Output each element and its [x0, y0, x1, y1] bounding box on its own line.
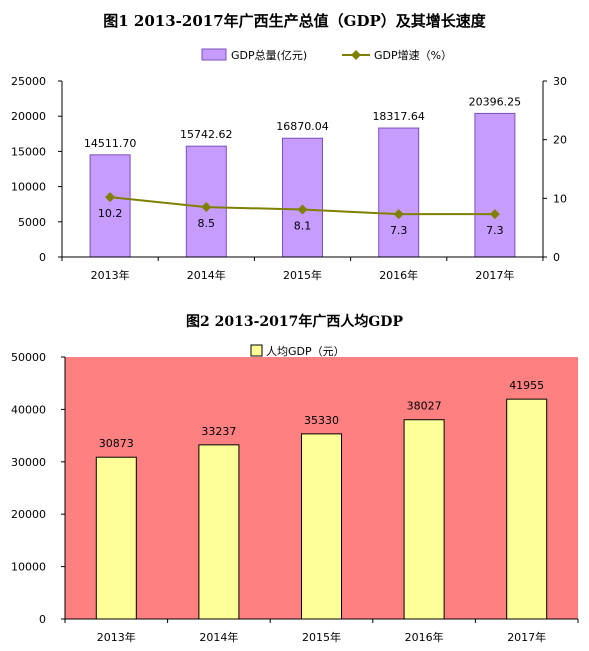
data-label-per-capita-gdp-2016年: 38027 — [407, 400, 442, 413]
bar-gdp-total-2015年 — [282, 137, 323, 258]
y-tick-label: 30000 — [11, 456, 46, 469]
y-tick-label-left: 10000 — [11, 181, 46, 194]
data-label-gdp-growth-2016年: 7.3 — [390, 224, 408, 237]
x-tick-label: 2014年 — [187, 268, 226, 282]
y-tick-label-right: 0 — [553, 251, 560, 264]
y-tick-label-left: 15000 — [11, 145, 46, 158]
marker-gdp-growth-2015年 — [297, 204, 308, 215]
legend-label-gdp-growth: GDP增速（%） — [374, 48, 452, 62]
marker-gdp-growth-2017年 — [489, 209, 500, 220]
data-label-gdp-total-2015年: 16870.04 — [276, 120, 329, 133]
y-tick-label: 10000 — [11, 561, 46, 574]
legend-label-gdp-total: GDP总量(亿元) — [231, 48, 307, 62]
bar-gdp-total-2014年 — [185, 145, 227, 258]
x-tick-label: 2013年 — [91, 268, 130, 282]
x-tick-label: 2016年 — [405, 630, 444, 644]
bar-per-capita-gdp-2016年 — [403, 419, 445, 620]
y-tick-label: 0 — [39, 613, 46, 626]
data-label-gdp-growth-2013年: 10.2 — [98, 207, 123, 220]
marker-gdp-growth-2014年 — [201, 202, 212, 213]
data-label-gdp-growth-2017年: 7.3 — [486, 224, 504, 237]
legend-marker-gdp-growth — [351, 50, 361, 60]
data-label-per-capita-gdp-2014年: 33237 — [201, 425, 236, 438]
x-tick-label: 2013年 — [97, 630, 136, 644]
x-tick-label: 2015年 — [302, 630, 341, 644]
x-tick-label: 2014年 — [199, 630, 238, 644]
x-tick-label: 2016年 — [379, 268, 418, 282]
chart2-title: 图2 2013-2017年广西人均GDP — [186, 314, 403, 330]
data-label-gdp-total-2017年: 20396.25 — [469, 95, 522, 108]
data-label-gdp-growth-2014年: 8.5 — [198, 217, 216, 230]
y-tick-label: 50000 — [11, 351, 46, 364]
y-tick-label: 40000 — [11, 403, 46, 416]
legend-label-per-capita-gdp: 人均GDP（元） — [266, 345, 345, 358]
chart1-gdp-and-growth: GDP总量(亿元) GDP增速（%） 14511.70 15742.62 16870.0… — [11, 48, 567, 282]
y-tick-label-left: 0 — [39, 251, 46, 264]
data-label-per-capita-gdp-2013年: 30873 — [99, 437, 134, 450]
bar-gdp-total-2016年 — [378, 127, 420, 258]
legend-swatch-per-capita-gdp — [250, 344, 263, 357]
y-tick-label-right: 10 — [553, 192, 567, 205]
x-tick-label: 2017年 — [475, 268, 514, 282]
bar-per-capita-gdp-2013年 — [95, 456, 137, 620]
data-label-gdp-total-2016年: 18317.64 — [372, 110, 425, 123]
y-tick-label-left: 25000 — [11, 75, 46, 88]
y-tick-label-left: 5000 — [18, 216, 46, 229]
x-tick-label: 2017年 — [507, 630, 546, 644]
y-tick-label-left: 20000 — [11, 110, 46, 123]
marker-gdp-growth-2016年 — [393, 209, 404, 220]
legend-swatch-gdp-total — [201, 48, 227, 61]
x-tick-label: 2015年 — [283, 268, 322, 282]
data-label-per-capita-gdp-2015年: 35330 — [304, 414, 339, 427]
data-label-per-capita-gdp-2017年: 41955 — [509, 379, 544, 392]
data-label-gdp-growth-2015年: 8.1 — [294, 219, 312, 232]
chart1-title: 图1 2013-2017年广西生产总值（GDP）及其增长速度 — [103, 12, 486, 30]
marker-gdp-growth-2013年 — [105, 192, 116, 203]
data-label-gdp-total-2013年: 14511.70 — [84, 137, 137, 150]
bar-per-capita-gdp-2015年 — [301, 433, 342, 620]
bar-per-capita-gdp-2014年 — [198, 444, 240, 620]
y-tick-label-right: 30 — [553, 75, 567, 88]
y-tick-label: 20000 — [11, 508, 46, 521]
bar-gdp-total-2017年 — [474, 112, 516, 258]
data-label-gdp-total-2014年: 15742.62 — [180, 128, 233, 141]
y-tick-label-right: 20 — [553, 134, 567, 147]
bar-per-capita-gdp-2017年 — [506, 398, 548, 620]
